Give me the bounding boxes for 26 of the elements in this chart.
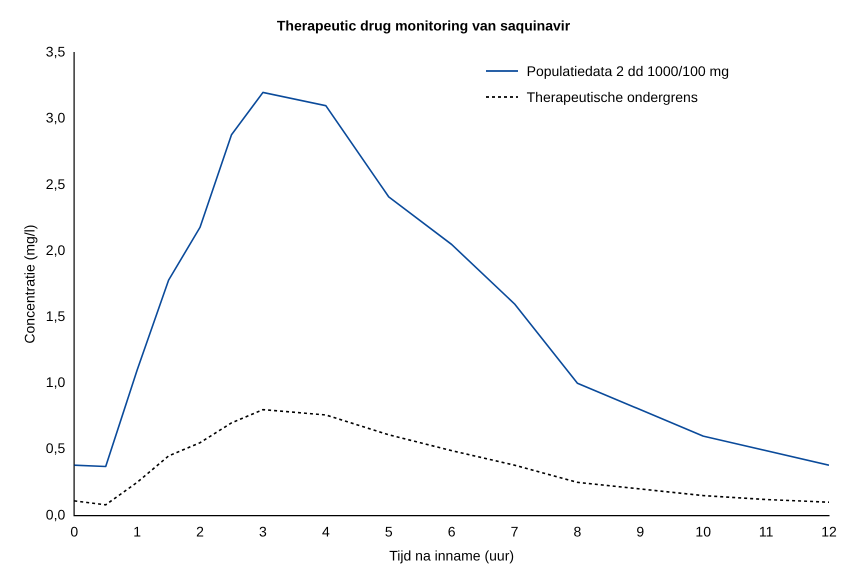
- chart-title: Therapeutic drug monitoring van saquinavir: [276, 17, 571, 34]
- x-tick-label: 11: [758, 524, 774, 540]
- y-tick-label: 3,0: [46, 110, 66, 126]
- x-tick-label: 4: [322, 524, 330, 540]
- legend-label: Populatiedata 2 dd 1000/100 mg: [526, 62, 729, 81]
- y-tick-label: 1,0: [46, 374, 66, 390]
- y-axis-title: Concentratie (mg/l): [21, 224, 38, 344]
- y-tick-label: 2,0: [46, 242, 66, 258]
- x-tick-label: 1: [133, 524, 142, 540]
- x-tick-label: 12: [821, 524, 837, 540]
- x-tick-label: 6: [448, 524, 456, 540]
- x-tick-label: 5: [384, 524, 393, 540]
- y-tick-label: 1,5: [46, 308, 66, 324]
- x-tick-label: 10: [695, 524, 712, 540]
- legend-label: Therapeutische ondergrens: [526, 88, 698, 107]
- x-tick-label: 7: [510, 524, 519, 540]
- x-tick-label: 3: [259, 524, 268, 540]
- x-tick-label: 9: [636, 524, 644, 540]
- x-axis-title: Tijd na inname (uur): [389, 547, 514, 564]
- x-tick-label: 8: [574, 524, 582, 540]
- y-tick-label: 3,5: [46, 44, 66, 60]
- x-tick-label: 2: [196, 524, 204, 540]
- y-tick-label: 0,5: [46, 440, 66, 456]
- y-tick-label: 2,5: [46, 176, 66, 192]
- y-tick-label: 0,0: [46, 506, 66, 522]
- x-tick-label: 0: [70, 524, 78, 540]
